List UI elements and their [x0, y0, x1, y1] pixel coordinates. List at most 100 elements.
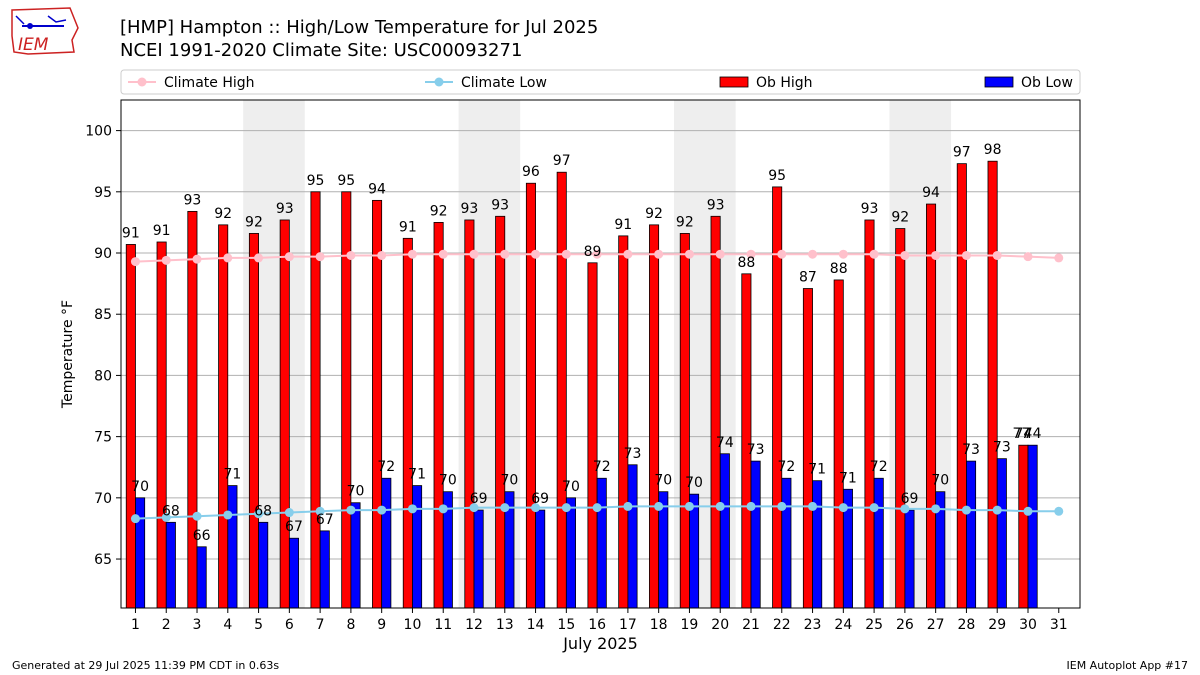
ob-low-bar [258, 521, 269, 609]
ob-low-value-label: 71 [223, 467, 241, 483]
ob-low-bar [196, 546, 207, 609]
ob-low-value-label: 72 [377, 459, 395, 475]
ob-low-bar [689, 493, 700, 609]
chart-title: [HMP] Hampton :: High/Low Temperature fo… [120, 17, 599, 38]
climate-high-point [1054, 253, 1064, 263]
x-tick-label: 20 [711, 617, 729, 633]
ob-high-value-label: 92 [645, 206, 663, 222]
climate-high-point [746, 249, 756, 259]
x-tick-label: 23 [804, 617, 822, 633]
ob-low-bar [165, 521, 176, 609]
x-tick-label: 10 [404, 617, 422, 633]
y-tick-label: 100 [85, 124, 112, 140]
climate-high-point [900, 250, 910, 260]
climate-high-point [654, 249, 664, 259]
ob-low-value-label: 72 [777, 459, 795, 475]
climate-low-point [715, 501, 725, 511]
climate-high-point [684, 249, 694, 259]
ob-high-bar [926, 203, 937, 609]
climate-high-point [561, 249, 571, 259]
climate-low-point [838, 503, 848, 513]
ob-high-value-label: 93 [707, 197, 725, 213]
climate-high-point [838, 249, 848, 259]
overlap-value-label: 77 [1012, 426, 1030, 442]
climate-high-point [223, 253, 233, 263]
x-tick-label: 24 [834, 617, 852, 633]
ob-low-value-label: 70 [562, 479, 580, 495]
legend-label: Ob High [756, 75, 813, 91]
legend-label: Ob Low [1021, 75, 1073, 91]
ob-high-value-label: 95 [768, 168, 786, 184]
climate-low-point [223, 510, 233, 520]
ob-low-bar [412, 485, 423, 609]
ob-high-bar [556, 171, 567, 609]
climate-high-point [1023, 252, 1033, 262]
ob-low-bar [627, 464, 638, 609]
ob-high-value-label: 95 [337, 173, 355, 189]
ob-low-value-label: 73 [624, 446, 642, 462]
climate-high-point [346, 250, 356, 260]
x-tick-label: 25 [865, 617, 883, 633]
ob-high-value-label: 93 [491, 197, 509, 213]
x-tick-label: 22 [773, 617, 791, 633]
ob-high-value-label: 92 [430, 203, 448, 219]
x-tick-label: 7 [316, 617, 325, 633]
x-tick-label: 19 [681, 617, 699, 633]
ob-low-bar [812, 480, 823, 609]
climate-high-point [161, 255, 171, 265]
ob-high-bar [587, 262, 598, 609]
climate-high-point [715, 249, 725, 259]
climate-high-point [869, 249, 879, 259]
ob-low-bar [381, 477, 392, 609]
legend-marker [137, 77, 147, 87]
ob-low-value-label: 67 [316, 512, 334, 528]
climate-high-point [130, 257, 140, 267]
ob-high-value-label: 93 [276, 201, 294, 217]
x-axis-label: July 2025 [562, 634, 638, 653]
x-tick-label: 8 [346, 617, 355, 633]
climate-low-point [346, 505, 356, 515]
climate-low-point [623, 501, 633, 511]
ob-high-value-label: 92 [676, 214, 694, 230]
legend-bar-swatch [984, 76, 1014, 88]
climate-low-point [900, 504, 910, 514]
ob-low-bar [596, 477, 607, 609]
ob-low-value-label: 71 [808, 462, 826, 478]
climate-low-point [284, 508, 294, 518]
climate-low-point [746, 501, 756, 511]
ob-high-bar [618, 235, 629, 609]
climate-high-point [531, 249, 541, 259]
x-tick-label: 29 [988, 617, 1006, 633]
ob-high-bar [649, 224, 660, 609]
ob-low-value-label: 72 [593, 459, 611, 475]
ob-high-value-label: 92 [214, 206, 232, 222]
x-tick-label: 2 [162, 617, 171, 633]
ob-high-bar [864, 219, 875, 609]
climate-high-point [377, 250, 387, 260]
chart-subtitle: NCEI 1991-2020 Climate Site: USC00093271 [120, 40, 523, 61]
climate-high-point [192, 254, 202, 264]
legend-bar-swatch [719, 76, 749, 88]
x-tick-label: 9 [377, 617, 386, 633]
ob-high-value-label: 93 [861, 201, 879, 217]
ob-low-value-label: 70 [685, 475, 703, 491]
ob-low-value-label: 70 [500, 473, 518, 489]
ob-high-value-label: 93 [460, 201, 478, 217]
ob-high-bar [802, 288, 813, 609]
x-tick-label: 16 [588, 617, 606, 633]
climate-low-point [561, 503, 571, 513]
ob-low-value-label: 69 [470, 491, 488, 507]
ob-low-value-label: 70 [131, 479, 149, 495]
ob-high-bar [679, 233, 690, 609]
ob-high-value-label: 98 [984, 142, 1002, 158]
climate-high-point [623, 249, 633, 259]
legend-label: Climate Low [461, 75, 547, 91]
ob-high-value-label: 93 [183, 192, 201, 208]
ob-high-bar [956, 163, 967, 609]
ob-high-bar [495, 215, 506, 609]
ob-low-value-label: 70 [347, 484, 365, 500]
ob-low-value-label: 67 [285, 519, 303, 535]
ob-high-bar [218, 224, 229, 609]
climate-low-point [377, 505, 387, 515]
ob-high-value-label: 89 [584, 244, 602, 260]
